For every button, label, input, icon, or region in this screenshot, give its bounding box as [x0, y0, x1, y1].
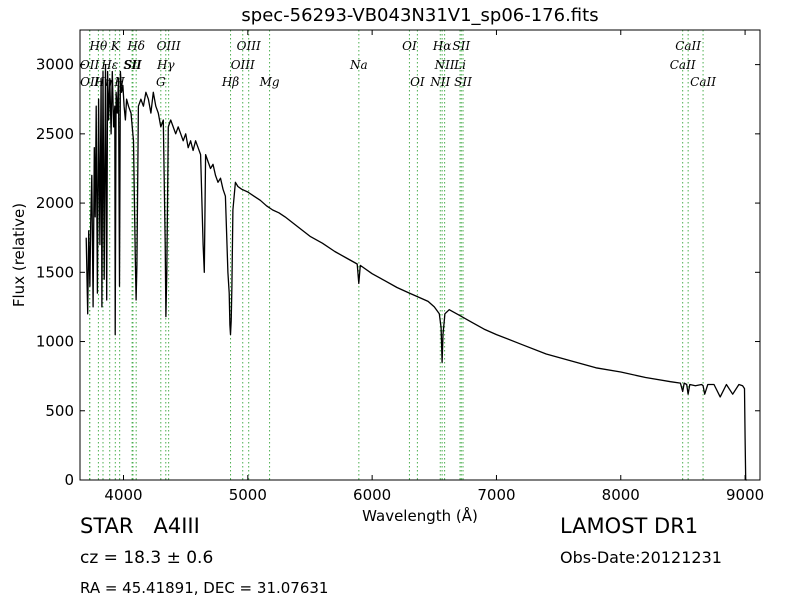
line-marker-label: CaII — [690, 75, 716, 89]
line-marker-label: Li — [453, 58, 466, 72]
line-marker-label: Na — [349, 58, 368, 72]
line-marker-label: K — [110, 39, 121, 53]
y-tick-label: 0 — [64, 471, 74, 489]
line-marker-label: OII — [80, 58, 100, 72]
line-marker-label: OI — [402, 39, 417, 53]
object-classification: STAR A4III — [80, 514, 200, 538]
line-marker-label: H — [113, 75, 125, 89]
x-tick-label: 9000 — [726, 486, 764, 504]
line-marker-label: CaII — [670, 58, 696, 72]
line-marker-label: OIII — [231, 58, 255, 72]
x-tick-label: 6000 — [353, 486, 391, 504]
line-marker-label: Hγ — [156, 58, 175, 72]
line-marker-label: Hθ — [89, 39, 108, 53]
plot-frame — [79, 29, 761, 481]
spectrum-line-0 — [85, 63, 747, 481]
line-marker-label: Hη — [93, 75, 112, 89]
line-marker-label: Hδ — [126, 39, 145, 53]
sky-coordinates: RA = 45.41891, DEC = 31.07631 — [80, 579, 329, 597]
x-tick-label: 5000 — [229, 486, 267, 504]
line-marker-label: OII — [80, 75, 100, 89]
line-marker-label: OI — [410, 75, 425, 89]
line-marker-label: SII — [454, 75, 472, 89]
survey-name: LAMOST DR1 — [560, 514, 699, 538]
line-marker-label: Hβ — [221, 75, 239, 89]
y-tick-label: 2000 — [36, 194, 74, 212]
line-marker-label: OIII — [237, 39, 261, 53]
axis-ticks: 4000 5000 6000 7000 8000 9000 0 500 1000 1500 2000… — [36, 30, 764, 504]
line-marker-label: G — [156, 75, 166, 89]
chart-title: spec-56293-VB043N31V1_sp06-176.fits — [241, 5, 599, 26]
y-tick-label: 3000 — [36, 56, 74, 74]
redshift-value: cz = 18.3 ± 0.6 — [80, 548, 214, 568]
line-marker-label: NII — [434, 58, 455, 72]
line-marker-label: SII — [124, 58, 142, 72]
line-marker-label: NII — [429, 75, 450, 89]
y-tick-label: 1500 — [36, 263, 74, 281]
x-tick-label: 4000 — [104, 486, 142, 504]
observation-date: Obs-Date:20121231 — [560, 548, 722, 567]
spectral-line-labels: OII OII Hθ Hη Hε K H SII SII Hδ G Hγ OIII Hβ OIII OIII M… — [80, 39, 716, 89]
y-axis-label: Flux (relative) — [10, 203, 28, 307]
line-marker-label: Hα — [432, 39, 452, 53]
spectral-line-markers — [89, 30, 704, 480]
x-axis-label: Wavelength (Å) — [362, 506, 478, 525]
line-marker-label: OIII — [157, 39, 181, 53]
line-marker-label: SII — [452, 39, 470, 53]
line-marker-label: Hε — [100, 58, 118, 72]
x-tick-label: 8000 — [602, 486, 640, 504]
y-tick-label: 500 — [45, 402, 74, 420]
line-marker-label: Mg — [259, 75, 280, 89]
spectrum-series — [85, 63, 747, 481]
y-tick-label: 2500 — [36, 125, 74, 143]
line-marker-label: CaII — [675, 39, 701, 53]
y-tick-label: 1000 — [36, 333, 74, 351]
x-tick-label: 7000 — [477, 486, 515, 504]
line-marker-label: SII — [123, 58, 141, 72]
